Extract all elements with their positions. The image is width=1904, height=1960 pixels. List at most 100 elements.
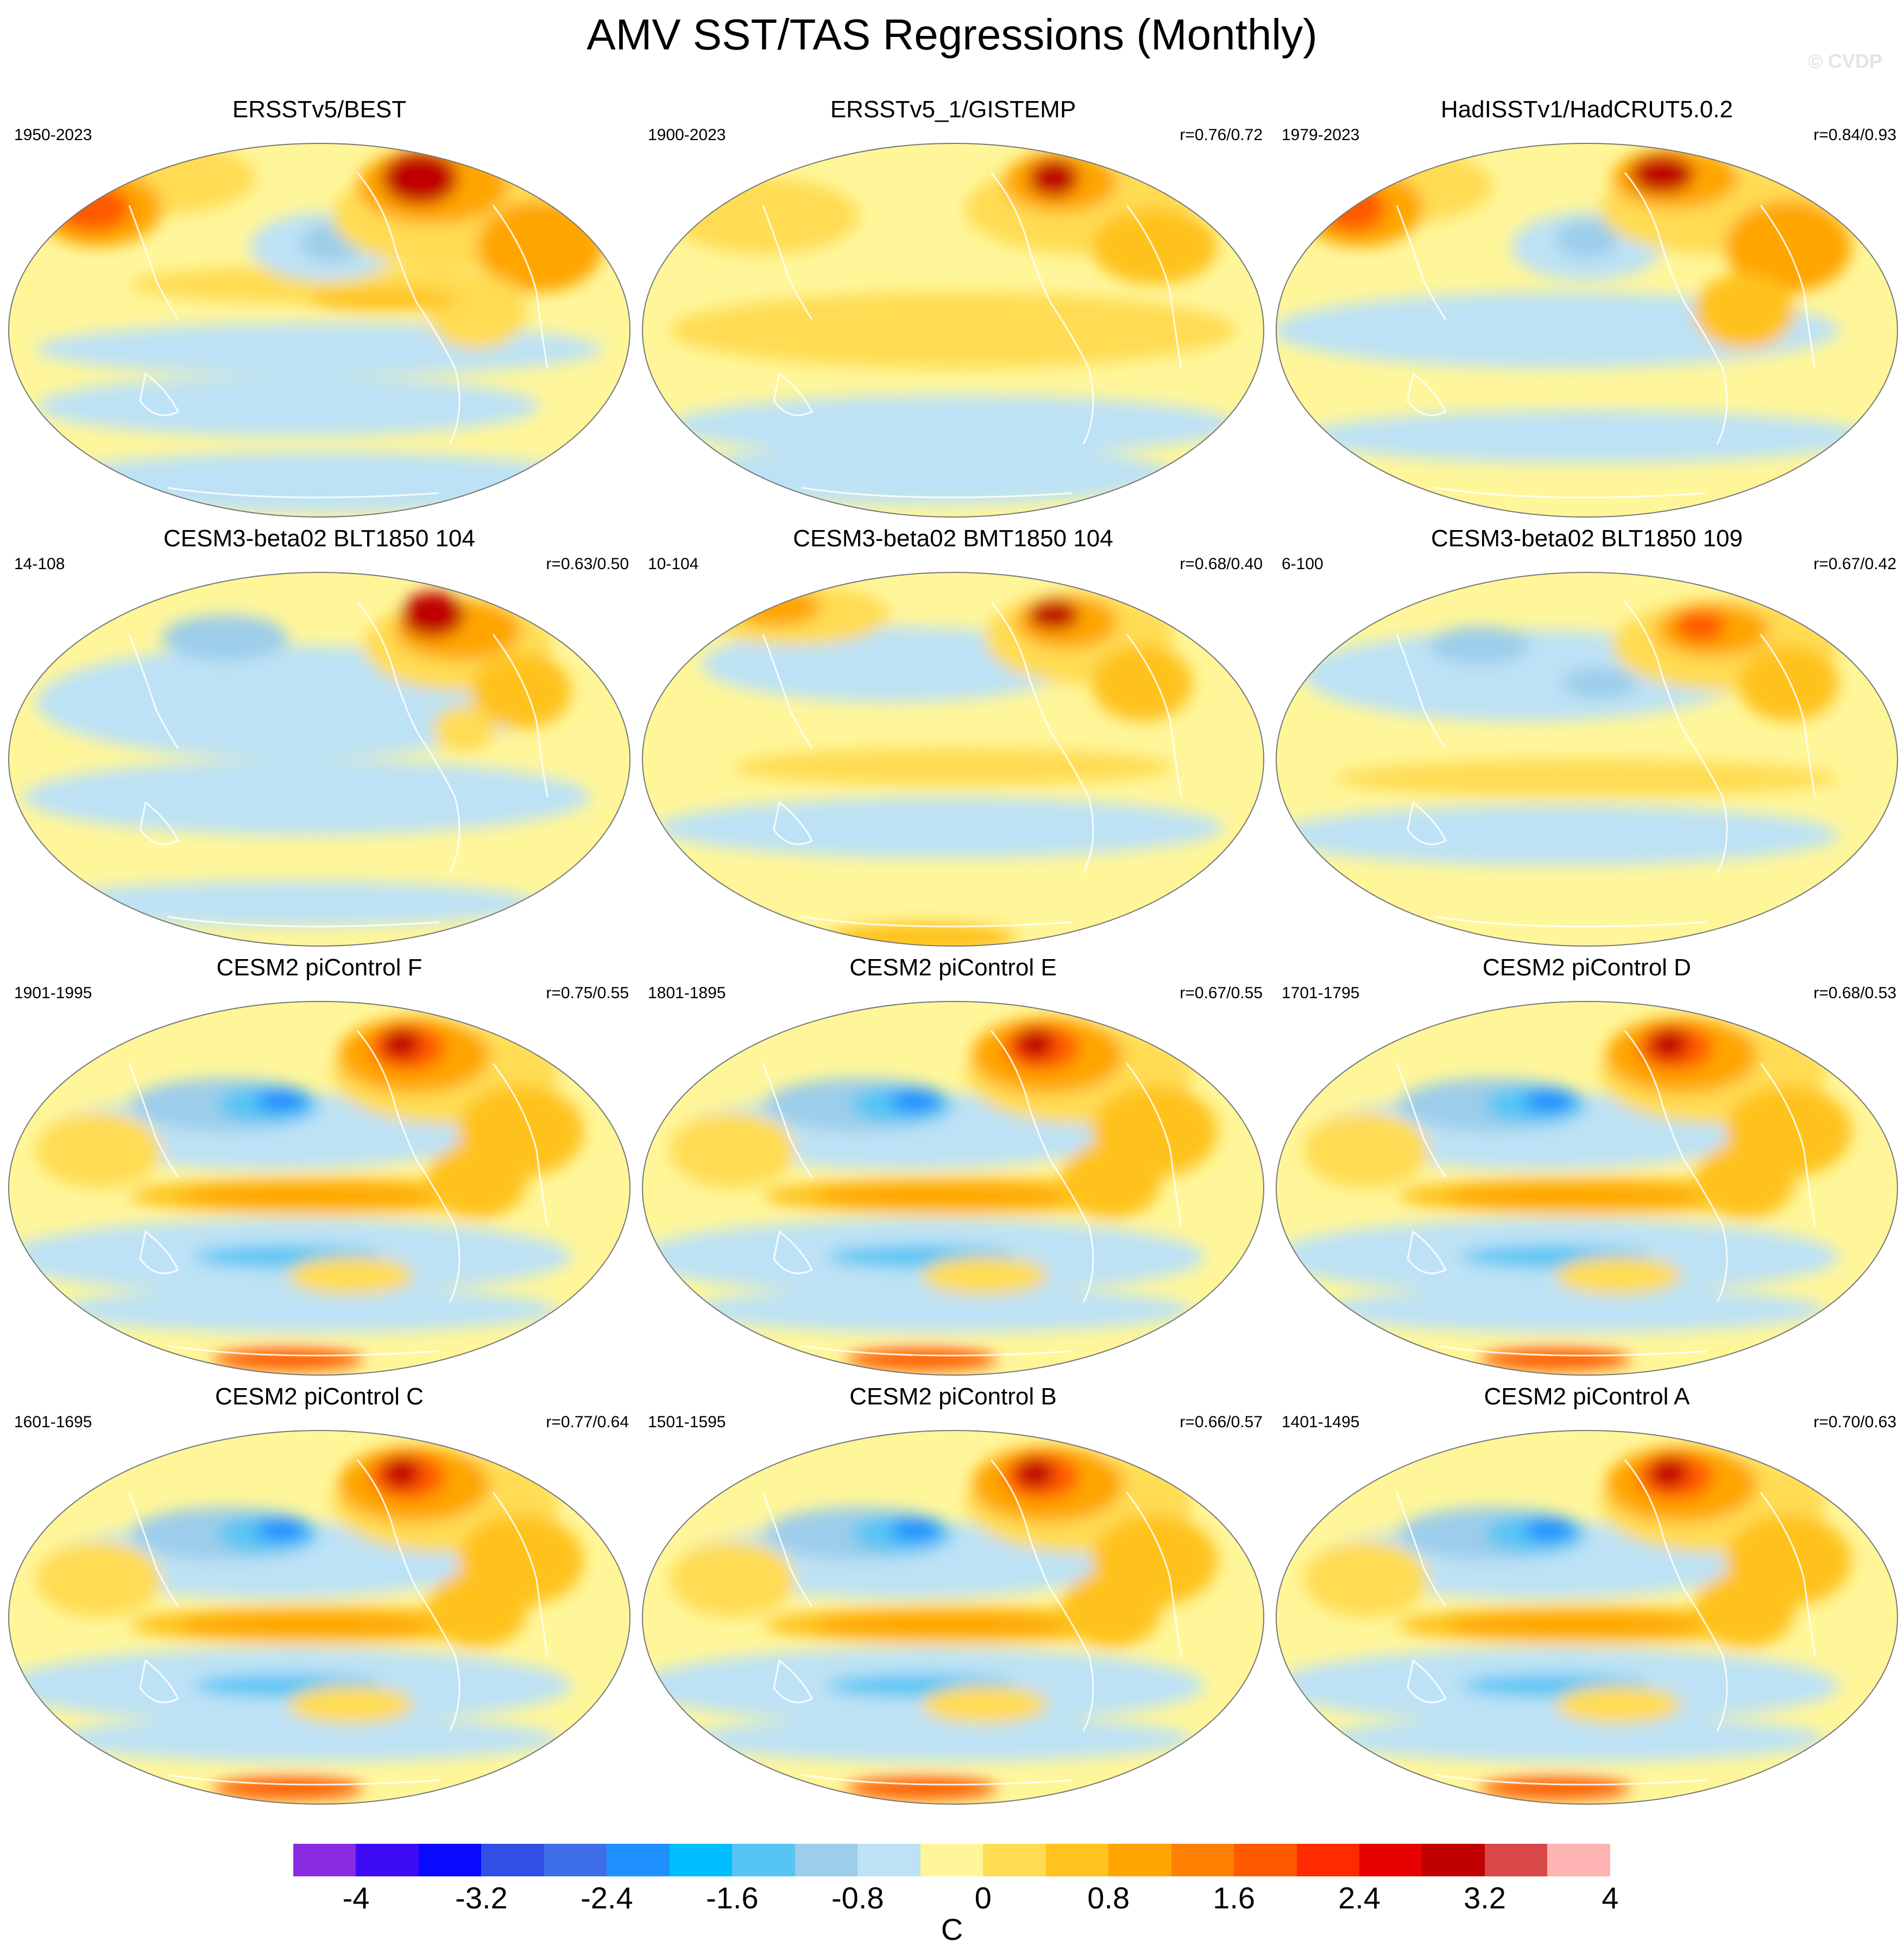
coastline: [762, 1492, 813, 1607]
panel-title: CESM2 piControl F: [216, 954, 423, 981]
coastline: [167, 1345, 439, 1357]
panel-title: CESM2 piControl A: [1484, 1383, 1690, 1410]
world-map: [642, 1430, 1264, 1805]
anomaly-region: [1555, 1686, 1681, 1724]
anomaly-region: [922, 1257, 1048, 1295]
anomaly-region: [1694, 1572, 1795, 1648]
anomaly-region: [162, 615, 288, 660]
coastline: [1126, 1063, 1182, 1227]
map-panel: CESM2 piControl D 1701-1795 r=0.68/0.53: [1272, 951, 1902, 1381]
panel-period: 1950-2023: [14, 126, 92, 144]
anomaly-region: [1524, 1089, 1574, 1112]
anomaly-region: [1429, 626, 1530, 664]
map-outline: [1276, 1430, 1898, 1805]
panel-title: CESM3-beta02 BLT1850 104: [163, 525, 475, 552]
colorbar-swatch: [669, 1844, 733, 1876]
coastline: [1760, 205, 1816, 369]
coastline: [139, 372, 180, 417]
panel-period: 1900-2023: [648, 126, 726, 144]
anomaly-region: [54, 1287, 559, 1333]
panel-correlation: r=0.70/0.63: [1813, 1413, 1896, 1431]
panel-correlation: r=0.84/0.93: [1813, 126, 1896, 144]
anomaly-region: [426, 1143, 527, 1219]
panel-title: CESM3-beta02 BMT1850 104: [793, 525, 1113, 552]
coastline: [356, 172, 461, 445]
map-panel: CESM2 piControl E 1801-1895 r=0.67/0.55: [638, 951, 1268, 1381]
coastline: [773, 1659, 814, 1704]
anomaly-region: [657, 797, 1224, 858]
world-map: [1276, 143, 1898, 518]
coastline: [167, 1774, 439, 1786]
coastline: [800, 487, 1073, 499]
anomaly-region: [401, 592, 464, 638]
coastline: [800, 916, 1073, 928]
anomaly-region: [1738, 645, 1839, 721]
anomaly-region: [1694, 273, 1795, 349]
colorbar-swatch: [858, 1844, 921, 1876]
anomaly-region: [477, 201, 603, 292]
colorbar-tick-label: 3.2: [1464, 1881, 1506, 1915]
anomaly-region: [670, 178, 859, 254]
coastline: [1434, 916, 1707, 928]
anomaly-region: [922, 1686, 1048, 1724]
coastline: [762, 1063, 813, 1178]
panel-correlation: r=0.68/0.53: [1813, 984, 1896, 1002]
coastline: [990, 172, 1094, 445]
anomaly-region: [1060, 1143, 1161, 1219]
anomaly-region: [1694, 1143, 1795, 1219]
coastline: [1624, 601, 1728, 874]
coastline: [1396, 1492, 1447, 1607]
anomaly-region: [54, 1716, 559, 1762]
coastline: [800, 1774, 1073, 1786]
colorbar-swatch: [1359, 1844, 1422, 1876]
colorbar-swatch: [544, 1844, 607, 1876]
anomaly-region: [1092, 209, 1218, 285]
anomaly-region: [1555, 1257, 1681, 1295]
panel-title: CESM2 piControl E: [849, 954, 1057, 981]
panel-title: CESM2 piControl B: [849, 1383, 1057, 1410]
colorbar-swatch: [356, 1844, 419, 1876]
coastline: [167, 487, 439, 499]
coastline: [356, 1030, 461, 1303]
coastline: [139, 1659, 180, 1704]
coastline: [1434, 1345, 1707, 1357]
anomaly-region: [470, 653, 571, 729]
coastline: [1624, 1030, 1728, 1303]
colorbar-swatch: [1045, 1844, 1109, 1876]
colorbar-labels: -4 -3.2 -2.4 -1.6 -0.8 0 0.8 1.6 2.4 3.2 4: [0, 1880, 1904, 1918]
coastline: [492, 205, 548, 369]
coastline: [139, 1230, 180, 1275]
map-panel: HadISSTv1/HadCRUT5.0.2 1979-2023 r=0.84/0.…: [1272, 93, 1902, 522]
colorbar-tick-label: 0.8: [1087, 1881, 1130, 1915]
anomaly-region: [890, 1518, 941, 1541]
panel-period: 1901-1995: [14, 984, 92, 1002]
anomaly-region: [1524, 1518, 1574, 1541]
world-map: [8, 1001, 631, 1376]
colorbar-tick-label: -3.2: [455, 1881, 508, 1915]
watermark: © CVDP: [1808, 50, 1882, 72]
coastline: [773, 801, 814, 846]
colorbar-swatch: [418, 1844, 482, 1876]
anomaly-region: [36, 452, 603, 513]
anomaly-region: [670, 1541, 796, 1617]
anomaly-region: [382, 1458, 420, 1488]
panel-correlation: r=0.67/0.55: [1180, 984, 1263, 1002]
coastline: [990, 1030, 1094, 1303]
anomaly-region: [1322, 1716, 1826, 1762]
anomaly-region: [1303, 1541, 1429, 1617]
anomaly-region: [1322, 1287, 1826, 1333]
anomaly-region: [382, 1029, 420, 1059]
anomaly-region: [180, 1614, 433, 1636]
anomaly-region: [846, 1777, 998, 1800]
coastline: [773, 1230, 814, 1275]
anomaly-region: [288, 1686, 414, 1724]
colorbar-swatch: [732, 1844, 795, 1876]
colorbar-tick-label: 4: [1602, 1881, 1619, 1915]
coastline: [1407, 372, 1447, 417]
panel-correlation: r=0.67/0.42: [1813, 555, 1896, 573]
anomaly-region: [288, 1257, 414, 1295]
coastline: [1126, 1492, 1182, 1656]
map-panel: CESM2 piControl A 1401-1495 r=0.70/0.63: [1272, 1381, 1902, 1810]
coastline: [1624, 1459, 1728, 1732]
anomaly-region: [212, 1777, 364, 1800]
